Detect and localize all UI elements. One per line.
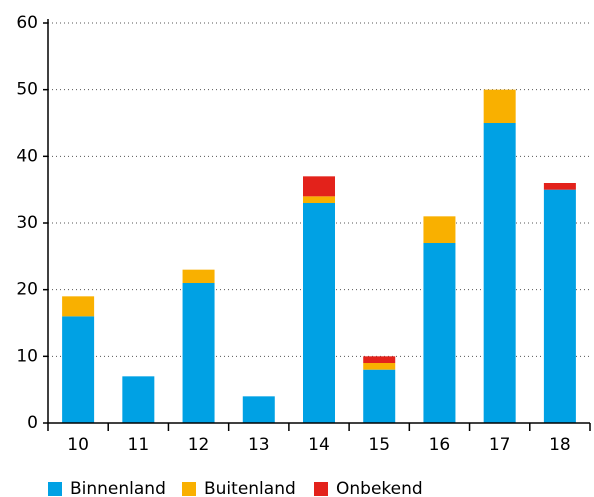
x-tick-label: 15: [368, 435, 390, 455]
bar-segment: [303, 196, 335, 203]
legend-label: Onbekend: [336, 479, 423, 497]
bar-segment: [423, 216, 456, 243]
x-tick-label: 18: [549, 435, 571, 455]
bar-segment: [363, 363, 396, 370]
x-tick-label: 14: [308, 435, 330, 455]
legend-swatch: [48, 482, 62, 496]
y-tick-label: 0: [27, 413, 38, 433]
x-tick-label: 10: [67, 435, 89, 455]
legend-label: Buitenland: [204, 479, 296, 497]
x-tick-label: 16: [429, 435, 451, 455]
bar-segment: [363, 369, 396, 423]
bar-segment: [543, 189, 576, 423]
x-tick-label: 17: [489, 435, 511, 455]
bar-segment: [483, 89, 516, 123]
x-tick-label: 13: [248, 435, 270, 455]
bar-segment: [423, 243, 456, 423]
legend-swatch: [314, 482, 328, 496]
y-tick-label: 20: [16, 280, 38, 300]
bar-segment: [303, 203, 335, 423]
bar-segment: [483, 123, 516, 423]
bar-segment: [303, 176, 335, 197]
legend-swatch: [182, 482, 196, 496]
bar-segment: [242, 396, 275, 423]
legend-label: Binnenland: [70, 479, 166, 497]
y-tick-label: 60: [16, 13, 38, 33]
bar-segment: [182, 269, 215, 283]
bar-segment: [122, 376, 155, 423]
bar-segment: [62, 296, 95, 317]
x-tick-label: 12: [188, 435, 210, 455]
bar-segment: [182, 283, 215, 423]
y-tick-label: 10: [16, 346, 38, 366]
bar-segment: [543, 183, 576, 190]
y-tick-label: 30: [16, 213, 38, 233]
y-tick-label: 40: [16, 146, 38, 166]
bar-segment: [363, 356, 396, 363]
y-tick-label: 50: [16, 80, 38, 100]
x-tick-label: 11: [128, 435, 150, 455]
bar-segment: [62, 316, 95, 423]
